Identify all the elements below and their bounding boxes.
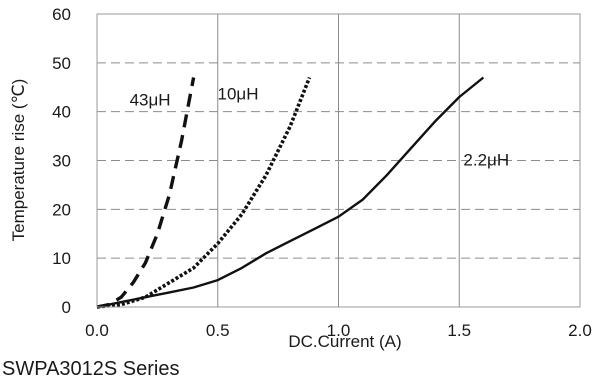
y-tick-label: 40: [52, 103, 71, 122]
y-tick-label: 10: [52, 249, 71, 268]
x-tick-label: 0.5: [206, 321, 230, 340]
y-tick-label: 0: [62, 298, 71, 317]
y-axis-title: Temperature rise (℃): [9, 79, 28, 242]
x-axis-title: DC.Current (A): [288, 332, 401, 351]
series-label-2: 2.2μH: [463, 150, 509, 169]
series-caption: SWPA3012S Series: [2, 358, 180, 381]
series-label-0: 43μH: [130, 90, 171, 109]
x-tick-label: 2.0: [568, 321, 592, 340]
x-tick-label: 1.5: [447, 321, 471, 340]
y-tick-label: 60: [52, 5, 71, 24]
x-tick-label: 0.0: [85, 321, 109, 340]
y-tick-label: 20: [52, 200, 71, 219]
series-labels: 43μH 10μH 2.2μH: [130, 84, 510, 169]
series-label-1: 10μH: [218, 84, 259, 103]
y-tick-label: 30: [52, 152, 71, 171]
y-tick-label: 50: [52, 54, 71, 73]
